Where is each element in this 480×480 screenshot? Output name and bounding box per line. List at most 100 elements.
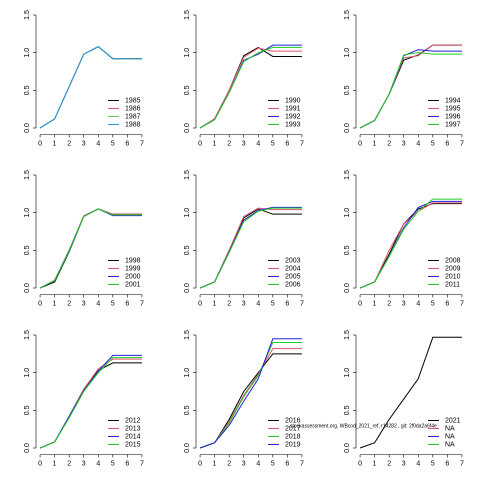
legend-label: 2018	[285, 433, 301, 440]
x-tick-label: 2	[387, 300, 391, 307]
legend-label: 1987	[125, 113, 141, 120]
legend-label: 1993	[285, 121, 301, 128]
legend-label: 2011	[445, 281, 460, 288]
x-tick-label: 7	[140, 460, 144, 467]
x-tick-label: 6	[125, 460, 129, 467]
y-tick-label: 0.0	[184, 283, 191, 293]
y-tick-label: 1.0	[344, 208, 351, 218]
y-tick-label: 0.0	[24, 443, 31, 453]
legend-label: 1998	[125, 257, 141, 264]
legend-label: 2017	[285, 425, 301, 432]
x-tick-label: 3	[82, 300, 86, 307]
legend-label: 2010	[445, 273, 461, 280]
y-tick-label: 1.0	[24, 368, 31, 378]
y-tick-label: 1.5	[24, 330, 31, 340]
x-tick-label: 3	[82, 460, 86, 467]
legend-label: 1990	[285, 97, 301, 104]
legend-label: 2019	[285, 441, 301, 448]
y-tick-label: 0.0	[184, 443, 191, 453]
series-line	[199, 338, 302, 449]
x-tick-label: 4	[96, 140, 100, 147]
legend-label: 1996	[445, 113, 461, 120]
x-tick-label: 6	[445, 140, 449, 147]
x-tick-label: 4	[416, 140, 420, 147]
y-tick-label: 0.5	[24, 245, 31, 255]
x-tick-label: 5	[271, 300, 275, 307]
series-line	[39, 357, 142, 449]
x-tick-label: 1	[213, 460, 217, 467]
legend-label: 2008	[445, 257, 461, 264]
x-tick-label: 0	[198, 140, 202, 147]
legend-label: 2005	[285, 273, 301, 280]
x-tick-label: 5	[111, 460, 115, 467]
x-tick-label: 0	[38, 140, 42, 147]
y-tick-label: 1.0	[184, 368, 191, 378]
x-tick-label: 7	[140, 300, 144, 307]
series-line	[359, 336, 462, 449]
y-tick-label: 1.5	[184, 330, 191, 340]
y-tick-label: 0.5	[184, 85, 191, 95]
x-tick-label: 7	[300, 140, 304, 147]
series-line	[199, 46, 302, 129]
y-tick-label: 0.5	[344, 405, 351, 415]
y-tick-label: 1.5	[184, 170, 191, 180]
x-tick-label: 3	[242, 140, 246, 147]
y-tick-label: 0.5	[24, 405, 31, 415]
y-tick-label: 1.0	[344, 48, 351, 58]
x-tick-label: 5	[271, 140, 275, 147]
x-tick-label: 6	[285, 300, 289, 307]
legend-label: NA	[445, 425, 455, 432]
y-tick-label: 1.5	[24, 10, 31, 20]
x-tick-label: 6	[125, 140, 129, 147]
y-tick-label: 1.0	[184, 48, 191, 58]
legend-label: 2000	[125, 273, 141, 280]
x-tick-label: 7	[460, 140, 464, 147]
x-tick-label: 3	[242, 300, 246, 307]
legend-label: 1986	[125, 105, 141, 112]
y-tick-label: 0.0	[344, 283, 351, 293]
y-tick-label: 0.0	[24, 123, 31, 133]
x-tick-label: 4	[416, 460, 420, 467]
x-tick-label: 1	[373, 300, 377, 307]
x-tick-label: 3	[402, 140, 406, 147]
x-tick-label: 4	[96, 300, 100, 307]
series-line	[199, 207, 302, 289]
series-line	[359, 198, 462, 289]
x-tick-label: 0	[38, 460, 42, 467]
x-tick-label: 5	[431, 460, 435, 467]
legend-label: 2012	[125, 417, 141, 424]
x-tick-label: 1	[53, 300, 57, 307]
y-tick-label: 1.0	[24, 208, 31, 218]
x-tick-label: 0	[198, 460, 202, 467]
x-tick-label: 4	[416, 300, 420, 307]
y-tick-label: 1.5	[344, 10, 351, 20]
y-tick-label: 0.5	[344, 245, 351, 255]
legend-label: 1991	[285, 105, 301, 112]
y-tick-label: 0.0	[344, 123, 351, 133]
x-tick-label: 1	[213, 140, 217, 147]
legend-label: 2001	[125, 281, 141, 288]
x-tick-label: 4	[256, 460, 260, 467]
x-tick-label: 5	[271, 460, 275, 467]
x-tick-label: 4	[256, 140, 260, 147]
legend-label: 2006	[285, 281, 301, 288]
x-tick-label: 0	[358, 460, 362, 467]
x-tick-label: 5	[431, 300, 435, 307]
series-line	[39, 46, 142, 129]
y-tick-label: 0.0	[24, 283, 31, 293]
x-tick-label: 6	[445, 460, 449, 467]
x-tick-label: 0	[198, 300, 202, 307]
x-tick-label: 0	[38, 300, 42, 307]
y-tick-label: 1.0	[24, 48, 31, 58]
legend-label: NA	[445, 441, 455, 448]
x-tick-label: 7	[300, 460, 304, 467]
x-tick-label: 4	[256, 300, 260, 307]
x-tick-label: 2	[67, 300, 71, 307]
y-tick-label: 1.0	[184, 208, 191, 218]
